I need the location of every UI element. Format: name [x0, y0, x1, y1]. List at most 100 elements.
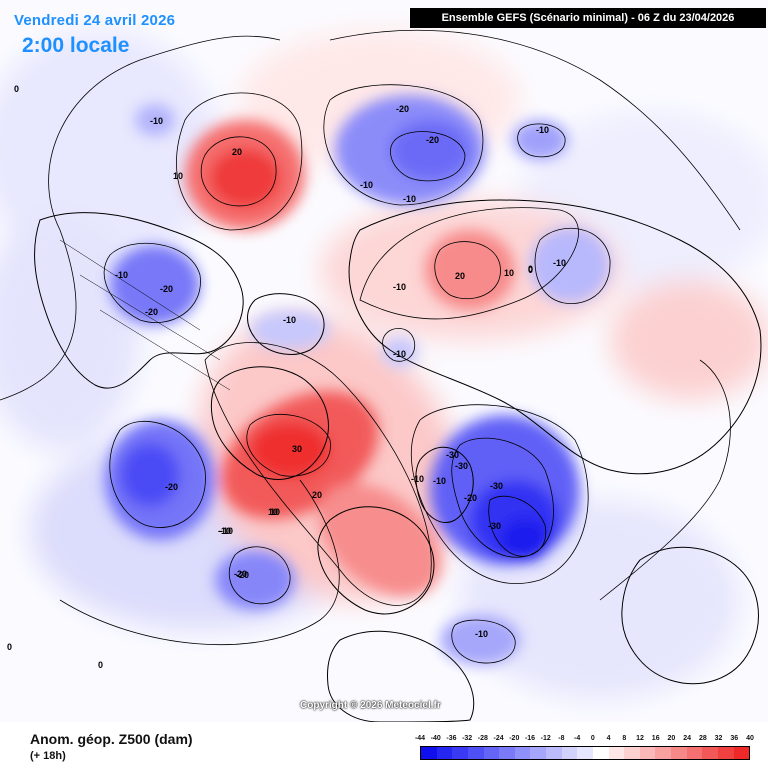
scale-tick-label: 20: [667, 735, 676, 742]
scale-tick-label: 28: [698, 735, 707, 742]
scale-swatch: [655, 747, 671, 759]
scale-tick-label: -24: [493, 735, 504, 742]
contour-label: -10: [220, 526, 233, 536]
scale-tick-label: -40: [430, 735, 441, 742]
contour-label: 10: [270, 507, 280, 517]
scale-tick-label: -20: [509, 735, 520, 742]
scale-swatch: [483, 747, 500, 759]
contour-label: 0: [528, 265, 533, 275]
contour-label: 0: [14, 84, 19, 94]
contour-label: 10: [504, 268, 514, 278]
contour-label: -10: [393, 349, 406, 359]
scale-swatch: [592, 747, 609, 759]
contour-label: 0: [528, 264, 533, 274]
north-america-outline: [34, 212, 244, 389]
contour-label: -10: [475, 629, 488, 639]
contour-label: -20: [426, 135, 439, 145]
scale-swatch: [499, 747, 515, 759]
scale-swatch: [530, 747, 546, 759]
scale-tick-label: 8: [622, 735, 627, 742]
scale-swatch: [421, 747, 437, 759]
contour-label: 20: [455, 271, 465, 281]
scale-tick-label: -32: [462, 735, 473, 742]
contour-label: -20: [396, 104, 409, 114]
contour-label: -10: [218, 526, 231, 536]
contour-label: -20: [236, 570, 249, 580]
contour-label: -10: [283, 315, 296, 325]
lead-time-label: (+ 18h): [30, 750, 66, 762]
scale-tick-label: 16: [651, 735, 660, 742]
contour-label: -20: [234, 569, 247, 579]
scale-tick-label: -16: [524, 735, 536, 742]
scale-swatch: [717, 747, 734, 759]
asia-outline: [348, 199, 762, 475]
scale-swatch: [436, 747, 453, 759]
legend-band: [0, 722, 768, 768]
contour-label: -10: [115, 270, 128, 280]
variable-label: Anom. géop. Z500 (dam): [30, 731, 193, 747]
scale-tick-label: 40: [746, 735, 754, 742]
scale-tick-label: -44: [414, 735, 426, 742]
contour-label: -10: [536, 125, 549, 135]
contour-label: 0: [7, 642, 12, 652]
coastlines: [34, 199, 762, 723]
forecast-date: Vendredi 24 avril 2026: [14, 12, 176, 29]
east-asia-outline: [621, 546, 759, 685]
contour-label: 0: [98, 660, 103, 670]
color-scale-ticks: -44 -40 -36 -32 -28 -24 -20 -16 -12 -8 -4 0 4 8 12 16 20…: [412, 735, 754, 745]
contour-label: -30: [446, 450, 459, 460]
contour-label: -10: [411, 474, 424, 484]
scale-swatch: [546, 747, 562, 759]
contour-label: 20: [312, 490, 322, 500]
europe-outline: [317, 506, 435, 615]
greenland-outline: [210, 366, 329, 480]
graticule-arc: [59, 239, 231, 391]
scale-tick-label: 32: [714, 735, 723, 742]
contour-label: -10: [553, 258, 566, 268]
scale-swatch: [733, 747, 750, 759]
contour-label: -10: [150, 116, 163, 126]
scale-tick-label: -4: [574, 735, 581, 742]
local-time: 2:00 locale: [22, 34, 130, 57]
scale-tick-label: -28: [477, 735, 488, 742]
scale-tick-label: -36: [446, 735, 457, 742]
contour-label: -30: [490, 481, 503, 491]
contour-label: 30: [292, 444, 302, 454]
scale-swatch: [514, 747, 531, 759]
contour-label: -30: [488, 521, 501, 531]
contour-label: -20: [160, 284, 173, 294]
contour-label: -10: [393, 282, 406, 292]
model-run-banner: Ensemble GEFS (Scénario minimal) - 06 Z …: [410, 8, 766, 28]
scale-swatch: [561, 747, 578, 759]
scale-tick-label: 0: [590, 735, 595, 742]
contour-label: -10: [403, 194, 416, 204]
contour-label: -10: [433, 476, 446, 486]
contour-label: -20: [464, 493, 477, 503]
contour-label: 20: [232, 147, 242, 157]
contour-labels: -10 20 10 -20 -20 -10 -10 -10 -20 -20 -1…: [7, 84, 566, 670]
contour-label: 10: [268, 507, 278, 517]
scale-swatch: [686, 747, 703, 759]
scandinavia-outline: [415, 446, 474, 523]
africa-outline: [327, 630, 475, 723]
scale-tick-label: 24: [683, 735, 692, 742]
scale-tick-label: -12: [540, 735, 551, 742]
scale-swatch: [452, 747, 468, 759]
arctic-islands-outline: [247, 293, 325, 355]
contour-label: 10: [173, 171, 183, 181]
scale-swatch: [639, 747, 656, 759]
contour-label: -20: [165, 482, 178, 492]
scale-tick-label: -8: [558, 735, 565, 742]
contour-label: -20: [145, 307, 158, 317]
contour-label: -10: [360, 180, 373, 190]
color-scale-bar: [420, 746, 750, 760]
scale-tick-label: 12: [636, 735, 644, 742]
scale-swatch: [671, 747, 687, 759]
scale-tick-label: 4: [606, 735, 611, 742]
contour-label: -30: [455, 461, 468, 471]
copyright-notice: Copyright © 2026 Meteociel.fr: [300, 700, 441, 711]
scale-swatch: [702, 747, 718, 759]
scale-swatch: [608, 747, 625, 759]
